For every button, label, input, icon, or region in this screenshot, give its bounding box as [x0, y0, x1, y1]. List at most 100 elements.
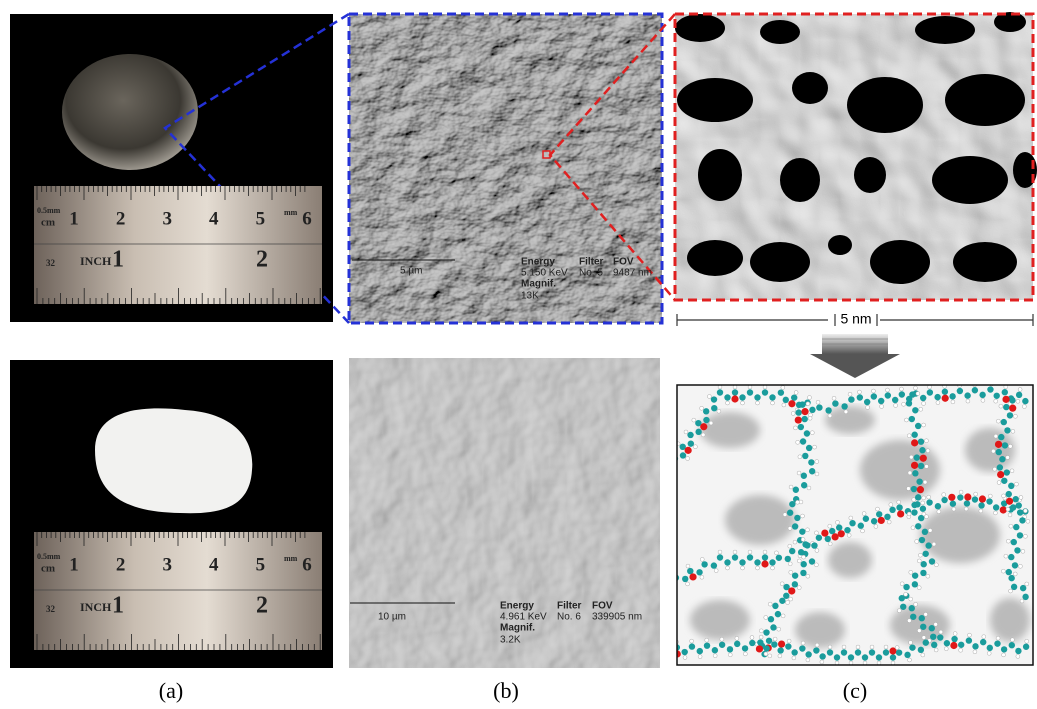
carbon [1017, 509, 1023, 515]
hydrogen [733, 550, 737, 554]
hydrogen [926, 574, 930, 578]
carbon [1001, 646, 1007, 652]
hydrogen [668, 454, 672, 458]
panel-label: (b) [493, 678, 519, 703]
carbon [789, 501, 795, 507]
ruler-label: 0.5mm [37, 552, 61, 561]
carbon [884, 514, 890, 520]
carbon [801, 473, 807, 479]
hydrogen [857, 390, 861, 394]
carbon [1014, 547, 1020, 553]
hydrogen [917, 586, 921, 590]
carbon [1007, 412, 1013, 418]
sem-info: Magnif. [500, 623, 535, 634]
sem-info: Filter [579, 257, 604, 268]
carbon [869, 649, 875, 655]
hydrogen [793, 540, 797, 544]
hydrogen [981, 398, 985, 402]
carbon [871, 393, 877, 399]
carbon [757, 639, 763, 645]
carbon [779, 598, 785, 604]
carbon [754, 559, 760, 565]
sem-info: FOV [613, 257, 634, 268]
hydrogen [788, 562, 792, 566]
carbon [776, 555, 782, 561]
ruler-number: 2 [116, 208, 126, 229]
carbon [944, 640, 950, 646]
hydrogen [810, 431, 814, 435]
carbon [1009, 642, 1015, 648]
hydrogen [973, 650, 977, 654]
hydrogen [684, 430, 688, 434]
hydrogen [922, 401, 926, 405]
oxygen [832, 533, 839, 540]
carbon [734, 641, 740, 647]
hydrogen [835, 520, 839, 524]
hydrogen [820, 660, 824, 664]
hydrogen [1013, 414, 1017, 418]
carbon [682, 576, 688, 582]
ruler-label: INCH [80, 600, 112, 614]
ruler-number: 2 [116, 554, 126, 575]
hydrogen [844, 410, 848, 414]
oxygen [878, 517, 885, 524]
pore [854, 157, 886, 193]
hydrogen [796, 440, 800, 444]
hydrogen [993, 467, 997, 471]
carbon [785, 556, 791, 562]
carbon [769, 394, 775, 400]
hydrogen [692, 418, 696, 422]
hydrogen [1006, 539, 1010, 543]
carbon [1011, 539, 1017, 545]
hydrogen [774, 551, 778, 555]
hydrogen [904, 418, 908, 422]
carbon [899, 595, 905, 601]
hydrogen [741, 401, 745, 405]
oxygen [917, 486, 924, 493]
hydrogen [806, 402, 810, 406]
hydrogen [686, 582, 690, 586]
hydrogen [718, 550, 722, 554]
oxygen [948, 494, 955, 501]
hydrogen [802, 555, 806, 559]
hydrogen [953, 632, 957, 636]
hydrogen [1010, 469, 1014, 473]
hydrogen [1006, 507, 1010, 511]
carbon [1008, 575, 1014, 581]
hydrogen [925, 464, 929, 468]
carbon [889, 507, 895, 513]
hydrogen [707, 394, 711, 398]
carbon [871, 518, 877, 524]
carbon [914, 501, 920, 507]
hydrogen [705, 638, 709, 642]
carbon [910, 614, 916, 620]
carbon [711, 405, 717, 411]
hydrogen [672, 571, 676, 575]
ruler-number: 5 [256, 208, 266, 229]
panel-label: (c) [843, 678, 867, 703]
hydrogen [1020, 599, 1024, 603]
oxygen [897, 510, 904, 517]
carbon [811, 542, 817, 548]
carbon [918, 647, 924, 653]
hydrogen [974, 492, 978, 496]
ruler-number: 6 [302, 554, 312, 575]
carbon [951, 636, 957, 642]
hydrogen [934, 622, 938, 626]
oxygen [700, 423, 707, 430]
carbon [920, 570, 926, 576]
hydrogen [814, 531, 818, 535]
carbon [1002, 389, 1008, 395]
oxygen [995, 441, 1002, 448]
hydrogen [1019, 495, 1023, 499]
hydrogen [808, 416, 812, 420]
carbon [825, 407, 831, 413]
carbon [900, 604, 906, 610]
scale-label: 5 nm [840, 311, 871, 327]
carbon [844, 527, 850, 533]
pore [750, 242, 810, 282]
hydrogen [959, 490, 963, 494]
hydrogen [794, 391, 798, 395]
carbon [993, 504, 999, 510]
carbon [919, 615, 925, 621]
